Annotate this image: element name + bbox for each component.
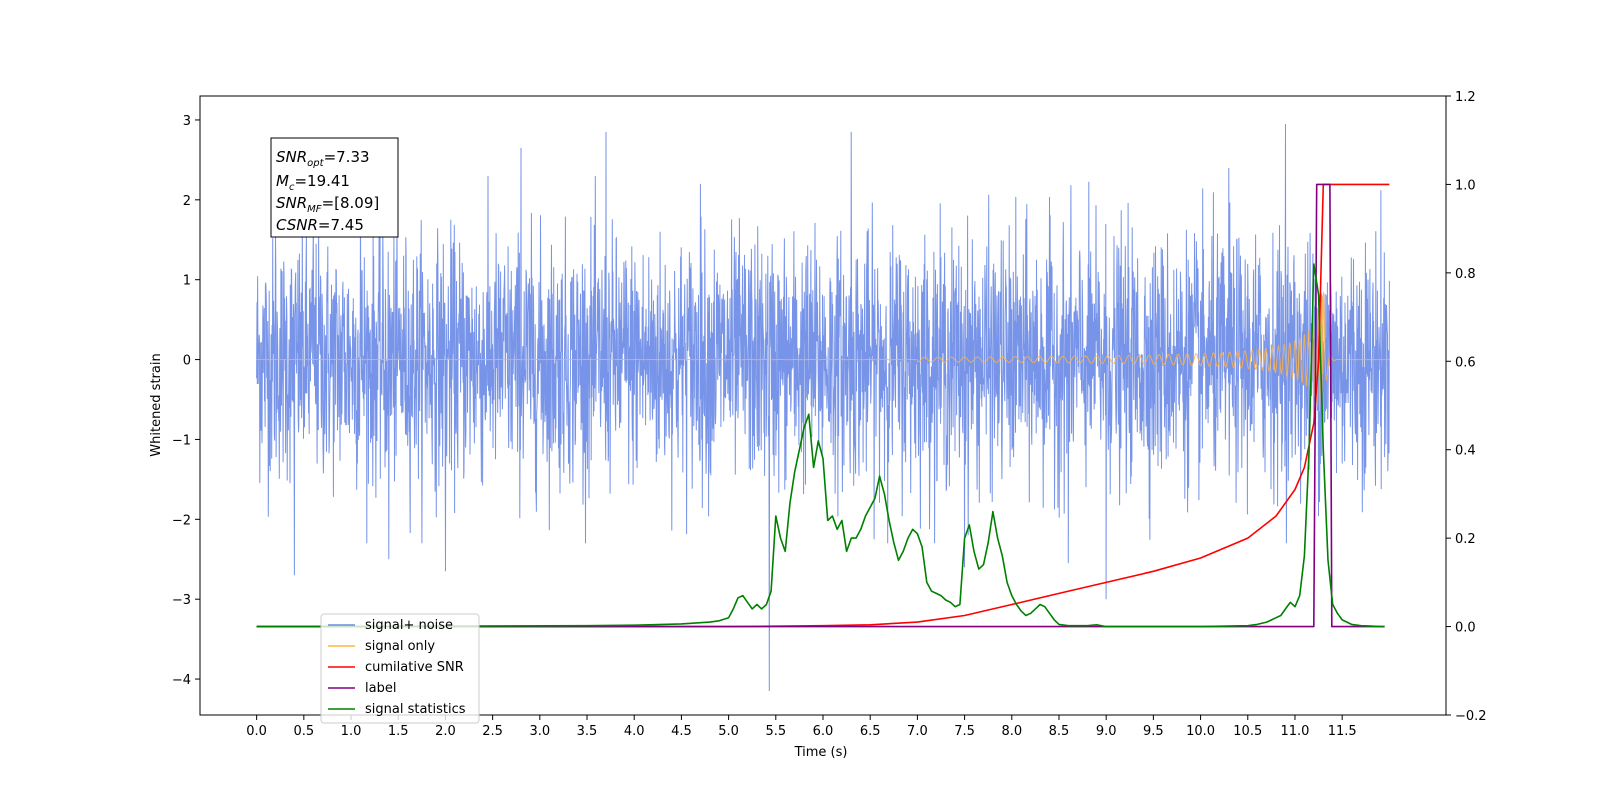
annotation-mc: Mc=19.41 (276, 172, 350, 193)
x-tick-label: 10.0 (1186, 724, 1215, 739)
y-tick-label: 3 (183, 114, 191, 129)
x-tick-label: 4.0 (624, 724, 645, 739)
x-tick-label: 2.5 (482, 724, 503, 739)
x-tick-label: 6.0 (813, 724, 834, 739)
y-tick-label: −3 (172, 593, 191, 608)
series-cumulative-snr (256, 183, 1390, 628)
y-right-tick-label: 1.2 (1455, 90, 1476, 105)
legend-label-label: label (365, 681, 396, 696)
plot-area (256, 123, 1390, 692)
legend-box (320, 613, 480, 724)
x-tick-label: 9.5 (1143, 724, 1164, 739)
series-signal-noise (256, 123, 1390, 692)
y-right-tick-label: −0.2 (1455, 709, 1487, 724)
y-right-tick-label: 0.4 (1455, 444, 1476, 459)
x-axis-label: Time (s) (794, 745, 848, 760)
y-axis-right-ticks: 1.2 1.0 0.8 0.6 0.4 0.2 0.0 −0.2 (1446, 90, 1487, 724)
y-right-tick-label: 0.6 (1455, 355, 1476, 370)
x-tick-label: 0.0 (246, 724, 267, 739)
y-tick-label: 1 (183, 274, 191, 289)
annotation-snr-mf: SNRMF=[8.09] (276, 194, 379, 215)
y-right-tick-label: 0.2 (1455, 532, 1476, 547)
x-tick-label: 4.5 (671, 724, 692, 739)
y-right-tick-label: 1.0 (1455, 178, 1476, 193)
x-tick-label: 1.0 (341, 724, 362, 739)
x-tick-label: 8.0 (1001, 724, 1022, 739)
x-tick-label: 7.5 (954, 724, 975, 739)
x-tick-label: 3.0 (529, 724, 550, 739)
series-signal-only (256, 291, 1390, 419)
y-tick-label: 2 (183, 194, 191, 209)
y-tick-label: 0 (183, 354, 191, 369)
legend-label-signal-only: signal only (365, 639, 435, 654)
annotation-csnr: CSNR=7.45 (276, 216, 364, 234)
x-tick-label: 5.0 (718, 724, 739, 739)
y-tick-label: −1 (172, 433, 191, 448)
annotation-box (270, 137, 399, 238)
legend-label-signal-statistics: signal statistics (365, 702, 466, 717)
stats-annotation: SNRopt=7.33 Mc=19.41 SNRMF=[8.09] CSNR=7… (270, 137, 399, 238)
y-tick-label: −2 (172, 513, 191, 528)
x-tick-label: 10.5 (1233, 724, 1262, 739)
x-tick-label: 0.5 (293, 724, 314, 739)
x-tick-label: 6.5 (860, 724, 881, 739)
y-axis-ticks: 3 2 1 0 −1 −2 −3 −4 (172, 114, 200, 688)
x-tick-label: 8.5 (1049, 724, 1070, 739)
x-tick-label: 1.5 (388, 724, 409, 739)
annotation-snr-opt: SNRopt=7.33 (276, 148, 370, 169)
x-tick-label: 7.0 (907, 724, 928, 739)
x-tick-label: 9.0 (1096, 724, 1117, 739)
x-tick-label: 5.5 (765, 724, 786, 739)
x-axis-ticks: 0.0 0.5 1.0 1.5 2.0 2.5 3.0 3.5 4.0 4.5 5.0 5.5 6.0 6… (246, 715, 1357, 739)
x-tick-label: 2.0 (435, 724, 456, 739)
legend-label-cumulative-snr: cumilative SNR (365, 660, 464, 675)
series-signal-statistics (256, 263, 1385, 628)
legend: signal+ noise signal only cumilative SNR… (320, 613, 480, 724)
y-axis-label: Whitened strain (149, 353, 164, 456)
legend-label-signal-noise: signal+ noise (365, 618, 453, 633)
x-tick-label: 11.0 (1280, 724, 1309, 739)
x-tick-label: 3.5 (577, 724, 598, 739)
x-tick-label: 11.5 (1328, 724, 1357, 739)
y-right-tick-label: 0.8 (1455, 267, 1476, 282)
y-tick-label: −4 (172, 673, 191, 688)
y-right-tick-label: 0.0 (1455, 621, 1476, 636)
